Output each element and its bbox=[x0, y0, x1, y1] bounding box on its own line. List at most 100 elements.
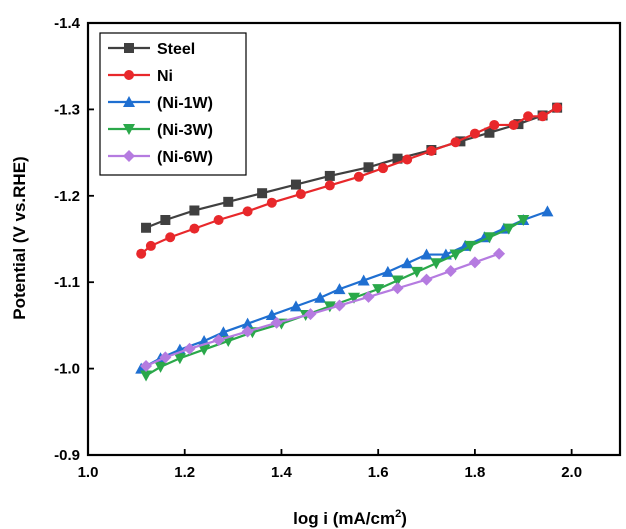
data-point bbox=[314, 291, 327, 303]
data-point bbox=[357, 274, 370, 286]
data-point bbox=[154, 361, 167, 373]
data-point bbox=[217, 326, 230, 338]
data-point bbox=[212, 334, 225, 347]
data-point bbox=[401, 257, 414, 269]
x-tick-label: 1.6 bbox=[368, 464, 389, 481]
data-point bbox=[450, 137, 461, 148]
y-tick-label: -1.4 bbox=[54, 15, 81, 32]
data-point bbox=[483, 232, 496, 244]
data-point bbox=[289, 300, 302, 312]
data-point bbox=[333, 283, 346, 295]
y-axis-title: Potential (V vs.RHE) bbox=[10, 156, 29, 319]
data-point bbox=[392, 153, 403, 164]
data-point bbox=[324, 180, 335, 191]
data-point bbox=[430, 258, 443, 270]
data-point bbox=[183, 342, 196, 355]
data-point bbox=[391, 275, 404, 287]
legend-item: Steel bbox=[108, 41, 195, 58]
data-point bbox=[469, 128, 480, 139]
x-tick-label: 1.2 bbox=[174, 464, 195, 481]
data-point bbox=[517, 214, 530, 226]
data-point bbox=[266, 197, 277, 208]
plot-frame bbox=[86, 21, 622, 457]
legend-box bbox=[99, 32, 247, 176]
y-tick-label: -0.9 bbox=[54, 447, 80, 464]
series-5 bbox=[140, 247, 506, 373]
data-point bbox=[198, 344, 211, 356]
legend-label: (Ni-1W) bbox=[157, 95, 213, 112]
legend-marker bbox=[123, 96, 135, 107]
data-point bbox=[391, 282, 404, 295]
data-point bbox=[241, 317, 254, 329]
legend-label: Steel bbox=[157, 41, 195, 58]
data-point bbox=[552, 102, 563, 113]
y-tick-label: -1.0 bbox=[54, 361, 80, 378]
legend-label: (Ni-6W) bbox=[157, 149, 213, 166]
data-point bbox=[140, 370, 153, 382]
legend-marker bbox=[124, 70, 134, 80]
data-point bbox=[464, 240, 477, 252]
legend-item: (Ni-3W) bbox=[108, 122, 213, 139]
y-tick-label: -1.3 bbox=[54, 101, 80, 118]
data-point bbox=[270, 316, 283, 329]
y-tick-label: -1.1 bbox=[54, 274, 80, 291]
x-tick-label: 1.0 bbox=[78, 464, 99, 481]
legend-label: Ni bbox=[157, 68, 173, 85]
data-point bbox=[141, 222, 152, 233]
data-point bbox=[420, 273, 433, 286]
data-point bbox=[348, 292, 360, 304]
data-point bbox=[493, 247, 506, 260]
data-point bbox=[468, 256, 481, 269]
x-axis-title-main: log i (mA/cm bbox=[293, 509, 395, 528]
data-point bbox=[381, 265, 394, 277]
legend-marker bbox=[123, 124, 135, 135]
data-point bbox=[304, 308, 317, 321]
x-tick-label: 2.0 bbox=[561, 464, 582, 481]
data-point bbox=[426, 145, 437, 156]
data-point bbox=[257, 188, 268, 199]
data-point bbox=[140, 360, 153, 373]
x-axis-title-end: ) bbox=[401, 509, 407, 528]
data-point bbox=[508, 119, 519, 130]
legend: Steel Ni (Ni-1W) (Ni-3W) (Ni-6W) bbox=[99, 32, 247, 176]
legend-item: Ni bbox=[108, 68, 173, 85]
data-point bbox=[410, 266, 423, 278]
x-tick-label: 1.4 bbox=[271, 464, 293, 481]
data-point bbox=[541, 205, 554, 217]
data-point bbox=[189, 205, 200, 216]
data-point bbox=[189, 223, 200, 234]
data-point bbox=[265, 309, 278, 321]
data-point bbox=[324, 170, 335, 181]
data-point bbox=[362, 290, 375, 303]
x-axis-title: log i (mA/cm2) bbox=[293, 508, 407, 528]
data-point bbox=[333, 299, 346, 312]
data-point bbox=[523, 111, 534, 122]
data-point bbox=[378, 163, 389, 174]
axis-ticks: 1.0 1.2 1.4 1.6 1.8 2.0 -0.9 -1.0 -1.1 -1.2 -1.3 -1… bbox=[54, 15, 582, 481]
legend-marker bbox=[123, 150, 135, 162]
legend-label: (Ni-3W) bbox=[157, 122, 213, 139]
data-point bbox=[136, 248, 147, 259]
data-point bbox=[213, 214, 224, 225]
series-3 bbox=[135, 205, 554, 374]
data-point bbox=[484, 127, 495, 138]
data-point bbox=[489, 119, 500, 130]
data-point bbox=[537, 111, 548, 122]
data-point bbox=[241, 325, 254, 338]
legend-item: (Ni-6W) bbox=[108, 149, 213, 166]
data-point bbox=[420, 248, 433, 260]
data-point bbox=[402, 154, 413, 165]
data-point bbox=[444, 264, 457, 277]
y-tick-label: -1.2 bbox=[54, 188, 80, 205]
series-2 bbox=[136, 102, 563, 259]
data-point bbox=[295, 189, 306, 200]
legend-items: Steel Ni (Ni-1W) (Ni-3W) (Ni-6W) bbox=[108, 41, 213, 166]
x-tick-label: 1.8 bbox=[464, 464, 485, 481]
data-point bbox=[160, 214, 171, 225]
data-point bbox=[223, 196, 234, 207]
series-4 bbox=[140, 214, 530, 382]
legend-item: (Ni-1W) bbox=[108, 95, 213, 112]
data-point bbox=[242, 206, 253, 217]
data-point bbox=[165, 232, 176, 243]
